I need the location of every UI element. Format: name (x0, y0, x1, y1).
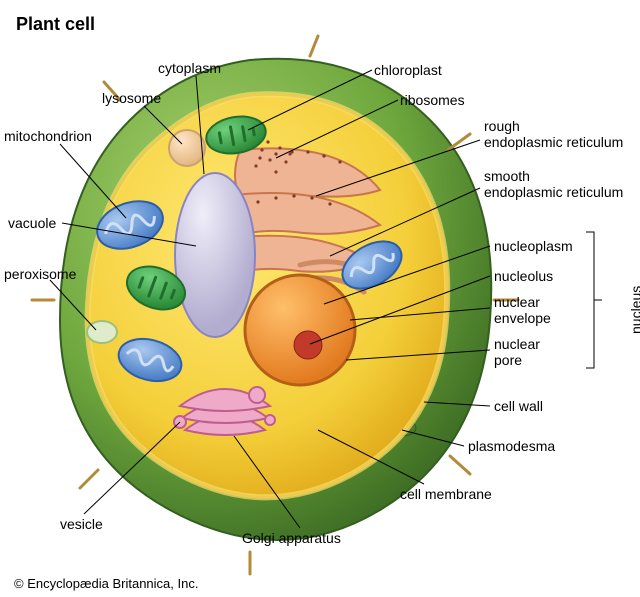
label-chloroplast: chloroplast (374, 62, 442, 78)
diagram-title: Plant cell (16, 14, 95, 35)
label-nuclear_pore: nuclear pore (494, 336, 540, 368)
label-ribosomes: ribosomes (400, 92, 465, 108)
lysosome (169, 130, 205, 166)
label-vesicle: vesicle (60, 516, 103, 532)
label-nucleoplasm: nucleoplasm (494, 238, 573, 254)
nucleus (245, 275, 355, 385)
label-nuclear_env: nuclear envelope (494, 294, 551, 326)
credit-line: © Encyclopædia Britannica, Inc. (14, 576, 198, 591)
label-cell_wall: cell wall (494, 398, 543, 414)
nucleus-bracket-label: nucleus (628, 286, 640, 334)
peroxisome (87, 321, 117, 343)
label-plasmodesma: plasmodesma (468, 438, 555, 454)
chloroplast-1 (203, 112, 268, 158)
chloroplast-2 (121, 259, 191, 317)
label-golgi: Golgi apparatus (242, 530, 341, 546)
label-smooth_er: smooth endoplasmic reticulum (484, 168, 623, 200)
rough-er (228, 148, 380, 276)
cytoplasm-region (88, 94, 448, 497)
label-vacuole: vacuole (8, 215, 56, 231)
label-peroxisome: peroxisome (4, 266, 76, 282)
label-nucleolus: nucleolus (494, 268, 553, 284)
mitochondrion-3 (334, 232, 409, 299)
smooth-er (296, 262, 370, 292)
golgi (174, 387, 275, 435)
label-cytoplasm: cytoplasm (158, 60, 221, 76)
mitochondrion-2 (114, 332, 186, 387)
diagram-canvas: Plant cell nucleus © Encyclopædia Britan… (0, 0, 640, 597)
free-ribosomes (254, 140, 291, 173)
label-mitochondrion: mitochondrion (4, 128, 92, 144)
label-rough_er: rough endoplasmic reticulum (484, 118, 623, 150)
label-lysosome: lysosome (102, 90, 161, 106)
vacuole (175, 173, 255, 337)
label-cell_membrane: cell membrane (400, 486, 492, 502)
mitochondrion-1 (91, 193, 170, 258)
